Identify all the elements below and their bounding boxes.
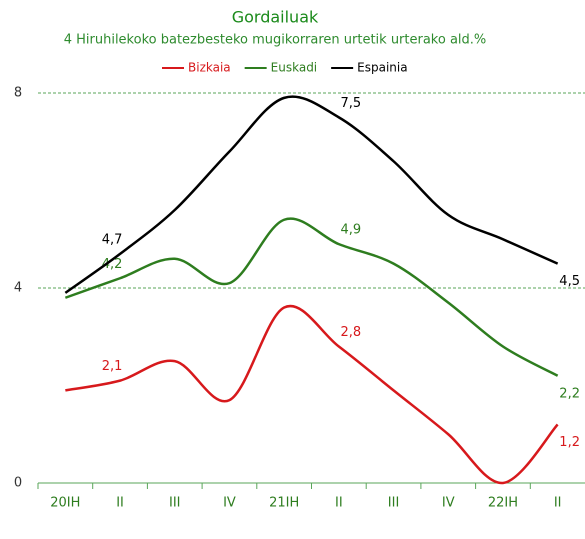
legend-label: Bizkaia [188, 61, 231, 75]
data-label: 4,5 [559, 274, 580, 289]
x-tick-label: IV [442, 496, 455, 511]
data-label: 4,9 [341, 223, 362, 238]
data-label: 2,2 [559, 386, 580, 401]
y-tick-label: 4 [14, 281, 22, 296]
x-tick-label: III [388, 496, 400, 511]
data-label: 4,2 [102, 257, 123, 272]
legend-label: Espainia [357, 61, 407, 75]
data-label: 7,5 [341, 96, 362, 111]
legend-label: Euskadi [271, 61, 317, 75]
x-tick-label: 21IH [269, 496, 299, 511]
data-label: 2,8 [341, 325, 362, 340]
data-label: 2,1 [102, 359, 123, 374]
line [64, 217, 559, 377]
chart-title: Gordailuak [232, 8, 319, 27]
line [65, 304, 559, 485]
data-label: 1,2 [559, 435, 580, 450]
x-tick-label: III [169, 496, 181, 511]
x-tick-label: II [335, 496, 343, 511]
chart-subtitle: 4 Hiruhilekoko batezbesteko mugikorraren… [64, 33, 487, 48]
y-tick-label: 8 [14, 86, 22, 101]
y-tick-label: 0 [14, 476, 22, 491]
x-tick-label: 20IH [50, 496, 80, 511]
x-tick-label: IV [223, 496, 236, 511]
data-label: 4,7 [102, 232, 123, 247]
x-tick-label: II [116, 496, 124, 511]
x-tick-label: 22IH [488, 496, 518, 511]
line [64, 95, 559, 294]
x-tick-label: II [554, 496, 562, 511]
